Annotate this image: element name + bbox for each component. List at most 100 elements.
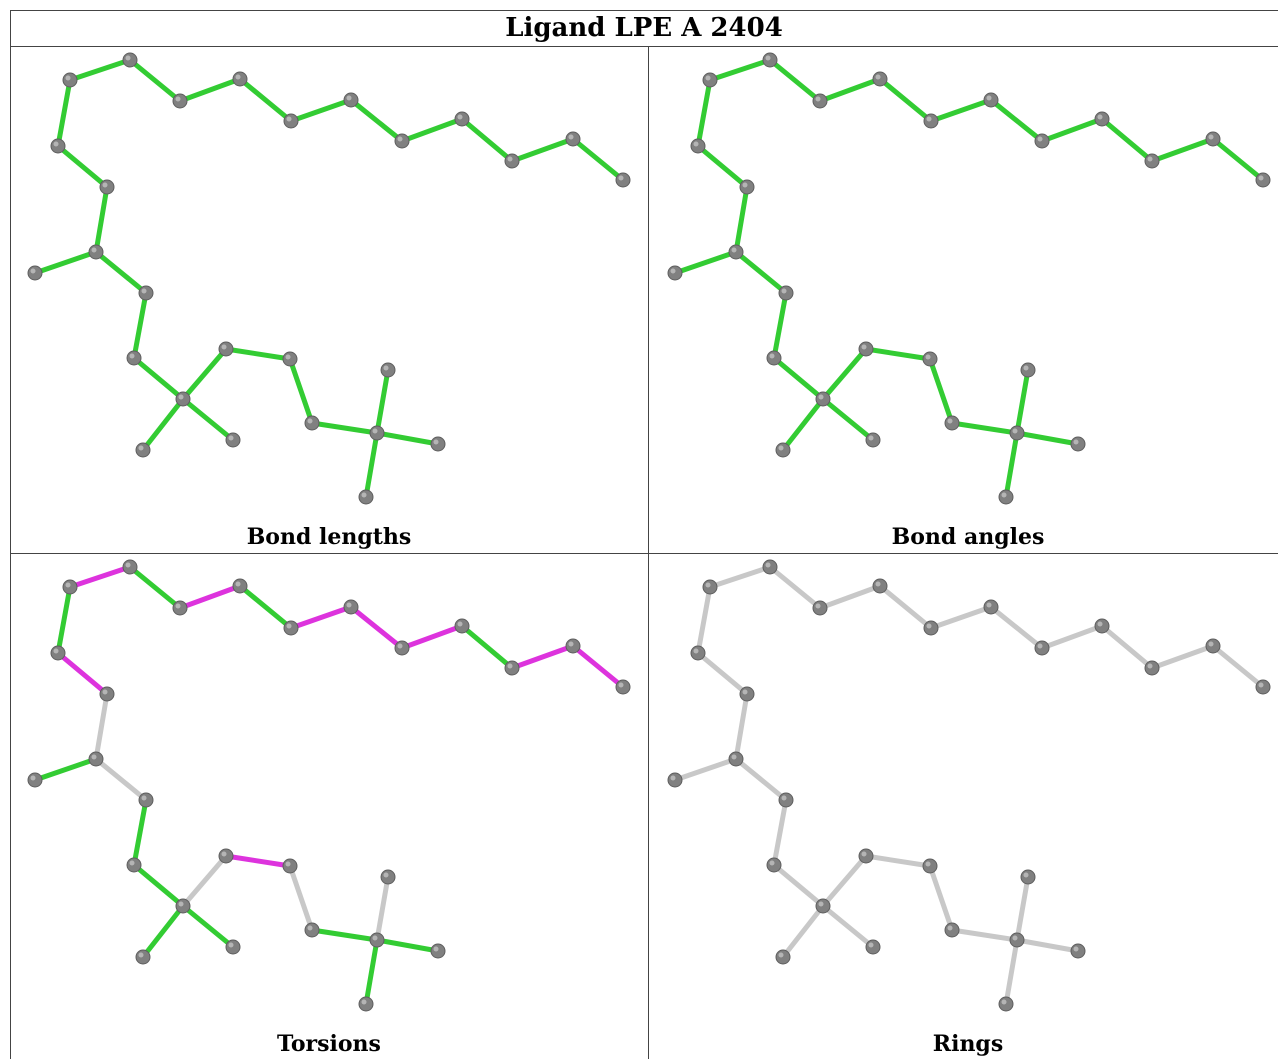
atom [62, 579, 78, 595]
atom [923, 113, 939, 129]
bond [131, 290, 149, 361]
bond [1099, 623, 1155, 671]
bond [695, 143, 750, 190]
atom-highlight [815, 96, 821, 102]
bond [127, 57, 183, 104]
bond [223, 346, 293, 362]
atom-highlight [53, 648, 59, 654]
panel-caption: Rings [932, 1031, 1004, 1057]
bond [733, 249, 789, 296]
bond [67, 564, 133, 590]
atom-highlight [1147, 663, 1153, 669]
atom [430, 943, 446, 959]
bond [131, 862, 186, 909]
atom [667, 772, 683, 788]
atom-highlight [1023, 365, 1029, 371]
atom-highlight [861, 851, 867, 857]
atom [944, 415, 960, 431]
atom-highlight [778, 445, 784, 451]
atom-highlight [868, 942, 874, 948]
panel-bond-angles: Bond angles [649, 47, 1278, 553]
atom-highlight [1037, 136, 1043, 142]
bond [180, 346, 229, 402]
bond [927, 863, 955, 933]
atom [1034, 133, 1050, 149]
atom [454, 618, 470, 634]
panel-rings: Rings [649, 554, 1278, 1060]
atom [778, 285, 794, 301]
bond [1003, 937, 1020, 1007]
atom [766, 350, 782, 366]
atom [667, 265, 683, 281]
atom-highlight [769, 353, 775, 359]
bond [374, 430, 441, 447]
atom-highlight [742, 182, 748, 188]
bond [820, 396, 876, 443]
atom-highlight [705, 75, 711, 81]
atom-highlight [65, 582, 71, 588]
atom-highlight [138, 952, 144, 958]
bond [1014, 874, 1031, 943]
atom-highlight [30, 268, 36, 274]
bond [820, 903, 876, 950]
page-title: Ligand LPE A 2404 [10, 10, 1278, 47]
bond [399, 623, 465, 651]
bond [1099, 116, 1155, 164]
atom-highlight [397, 136, 403, 142]
atom-highlight [228, 942, 234, 948]
atom [1205, 131, 1221, 147]
atom [983, 599, 999, 615]
atom-highlight [1208, 134, 1214, 140]
atom [1020, 362, 1036, 378]
bond [877, 76, 934, 124]
atom [135, 442, 151, 458]
bond [988, 604, 1045, 651]
molecule-diagram [27, 559, 631, 1012]
bond [140, 903, 186, 960]
bond [177, 76, 243, 104]
bond [927, 356, 955, 426]
atom-highlight [1001, 492, 1007, 498]
panel-torsions: Torsions [10, 554, 648, 1060]
bond [55, 77, 73, 149]
atom [218, 848, 234, 864]
atom [702, 579, 718, 595]
atom-highlight [125, 55, 131, 61]
bond [55, 650, 110, 697]
atom-highlight [925, 354, 931, 360]
bond [817, 76, 883, 104]
bond [1149, 136, 1216, 164]
atom [430, 436, 446, 452]
bond [287, 863, 315, 933]
atom-highlight [221, 851, 227, 857]
atom [369, 932, 385, 948]
bond [1014, 937, 1081, 954]
bond [1210, 136, 1266, 183]
bond [771, 797, 789, 868]
atom-highlight [433, 946, 439, 952]
atom [565, 638, 581, 654]
atom [865, 939, 881, 955]
atom-highlight [618, 175, 624, 181]
atom [343, 599, 359, 615]
atom [282, 858, 298, 874]
bond [180, 396, 236, 443]
panel-caption: Torsions [277, 1031, 381, 1057]
atom-highlight [285, 354, 291, 360]
atom [232, 71, 248, 87]
atom-highlight [433, 439, 439, 445]
bond [180, 903, 236, 950]
atom [358, 996, 374, 1012]
bond [817, 583, 883, 611]
atom [1070, 943, 1086, 959]
bond [363, 937, 380, 1007]
bond [863, 853, 933, 869]
atom-highlight [925, 861, 931, 867]
atom-highlight [947, 418, 953, 424]
bond [1039, 623, 1105, 651]
atom [728, 244, 744, 260]
atom [232, 578, 248, 594]
bond [237, 76, 294, 124]
atom-highlight [235, 74, 241, 80]
atom [304, 415, 320, 431]
